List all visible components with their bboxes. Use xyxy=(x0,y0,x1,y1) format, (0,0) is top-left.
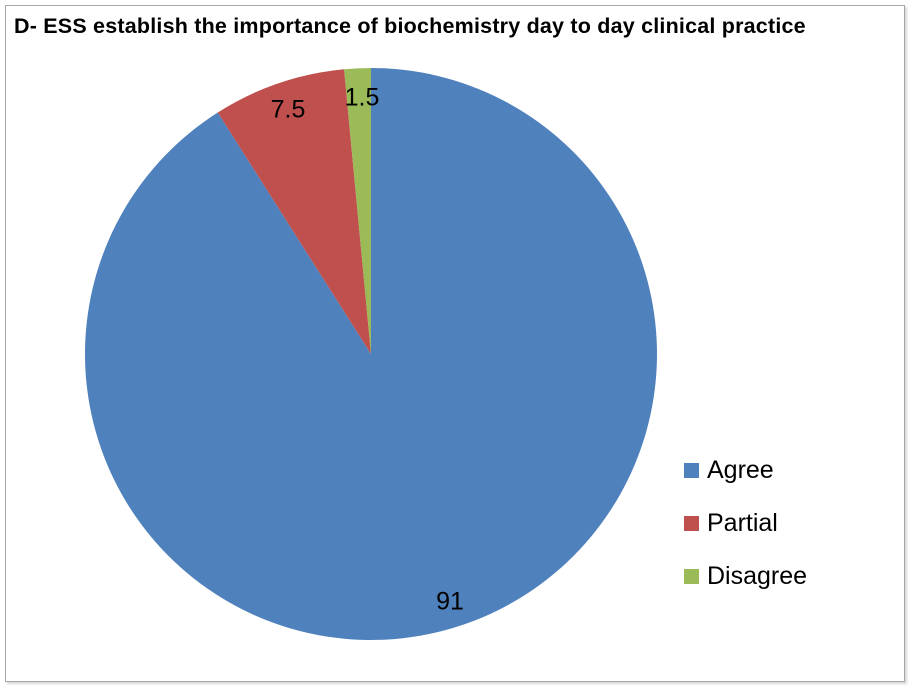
pie-label-partial: 7.5 xyxy=(270,95,306,124)
pie-slices xyxy=(84,68,657,641)
chart-title: D- ESS establish the importance of bioch… xyxy=(14,14,806,38)
legend-label-agree: Agree xyxy=(707,456,774,484)
pie-label-agree: 91 xyxy=(436,587,464,616)
legend-item-partial[interactable]: Partial xyxy=(684,497,884,550)
legend-swatch-agree-icon xyxy=(684,463,699,478)
legend-item-disagree[interactable]: Disagree xyxy=(684,550,884,603)
pie-slice-agree[interactable] xyxy=(84,68,657,641)
pie-label-disagree: 1.5 xyxy=(344,83,380,112)
legend-swatch-disagree-icon xyxy=(684,569,699,584)
chart-legend: Agree Partial Disagree xyxy=(684,444,884,603)
legend-item-agree[interactable]: Agree xyxy=(684,444,884,497)
legend-swatch-partial-icon xyxy=(684,516,699,531)
legend-label-partial: Partial xyxy=(707,509,778,537)
pie-slice-partial[interactable] xyxy=(217,69,371,355)
pie-slice-disagree[interactable] xyxy=(344,68,371,354)
legend-label-disagree: Disagree xyxy=(707,562,808,590)
